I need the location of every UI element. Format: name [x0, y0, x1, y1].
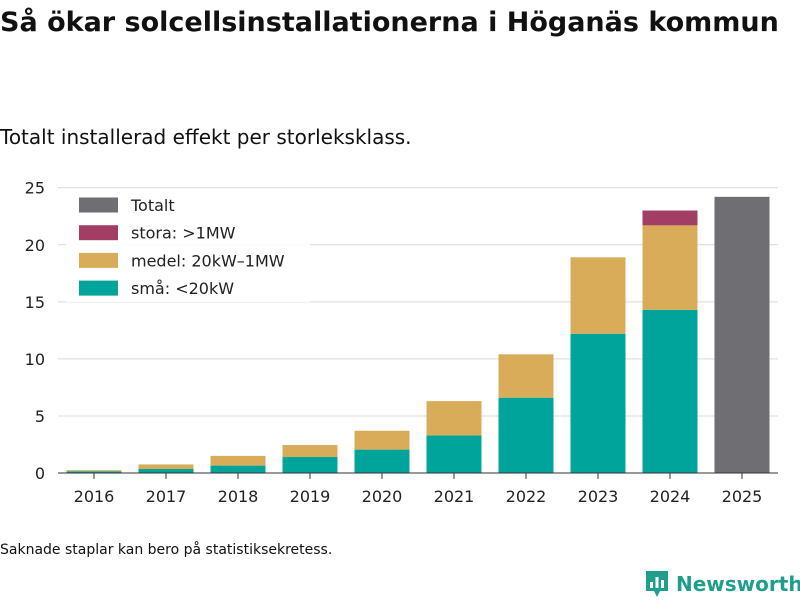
x-tick-label: 2022: [506, 487, 547, 506]
brand-name: Newsworthy: [676, 572, 800, 596]
bar-small-2024: [642, 309, 698, 473]
x-tick-label: 2020: [362, 487, 403, 506]
bar-small-2018: [210, 465, 266, 473]
bar-medium-2020: [354, 430, 410, 450]
x-tick-label: 2021: [434, 487, 475, 506]
x-tick-label: 2025: [722, 487, 763, 506]
brand: Newsworthy: [644, 568, 800, 600]
y-tick-label: 10: [25, 350, 45, 369]
bar-small-2022: [498, 397, 554, 473]
x-tick-label: 2024: [650, 487, 691, 506]
bar-medium-2021: [426, 401, 482, 436]
bar-medium-2023: [570, 257, 626, 334]
bars: [66, 196, 770, 473]
legend-swatch-small: [79, 280, 118, 296]
bar-medium-2019: [282, 445, 338, 458]
bar-small-2021: [426, 435, 482, 473]
x-tick-label: 2017: [146, 487, 187, 506]
bar-medium-2017: [138, 464, 194, 470]
legend-label-medium: medel: 20kW–1MW: [131, 251, 285, 270]
legend-label-total: Totalt: [130, 196, 175, 215]
bar-medium-2024: [642, 225, 698, 310]
y-tick-label: 0: [35, 464, 45, 483]
legend-swatch-total: [79, 197, 118, 213]
legend-label-small: små: <20kW: [131, 279, 234, 298]
y-tick-label: 5: [35, 407, 45, 426]
x-tick-label: 2018: [218, 487, 259, 506]
bar-large-2024: [642, 210, 698, 226]
chart-title: Så ökar solcellsinstallationerna i Högan…: [0, 7, 779, 38]
y-axis-ticks: 0 5 10 15 20 25: [25, 179, 45, 483]
x-tick-label: 2023: [578, 487, 619, 506]
footnote: Saknade staplar kan bero på statistiksek…: [0, 542, 333, 558]
bar-small-2020: [354, 449, 410, 473]
bar-medium-2016: [66, 470, 122, 472]
chart-subtitle: Totalt installerad effekt per storlekskl…: [0, 125, 412, 149]
bar-small-2019: [282, 457, 338, 473]
x-axis-ticks: 2016 2017 2018 2019 2020 2021 2022 2023 2024 2025: [74, 473, 763, 506]
legend-swatch-medium: [79, 252, 118, 268]
legend-swatch-large: [79, 225, 118, 241]
bar-total-2025: [714, 196, 770, 473]
y-tick-label: 25: [25, 179, 45, 198]
legend-label-large: stora: >1MW: [131, 224, 236, 243]
x-tick-label: 2019: [290, 487, 331, 506]
y-tick-label: 20: [25, 236, 45, 255]
bar-small-2017: [138, 469, 194, 473]
bar-small-2023: [570, 333, 626, 473]
x-tick-label: 2016: [74, 487, 115, 506]
bar-medium-2022: [498, 354, 554, 398]
legend: Totalt stora: >1MW medel: 20kW–1MW små: <20…: [66, 190, 310, 302]
y-tick-label: 15: [25, 293, 45, 312]
bar-medium-2018: [210, 455, 266, 466]
bar-small-2016: [66, 471, 122, 473]
newsworthy-logo-icon: [646, 571, 668, 597]
